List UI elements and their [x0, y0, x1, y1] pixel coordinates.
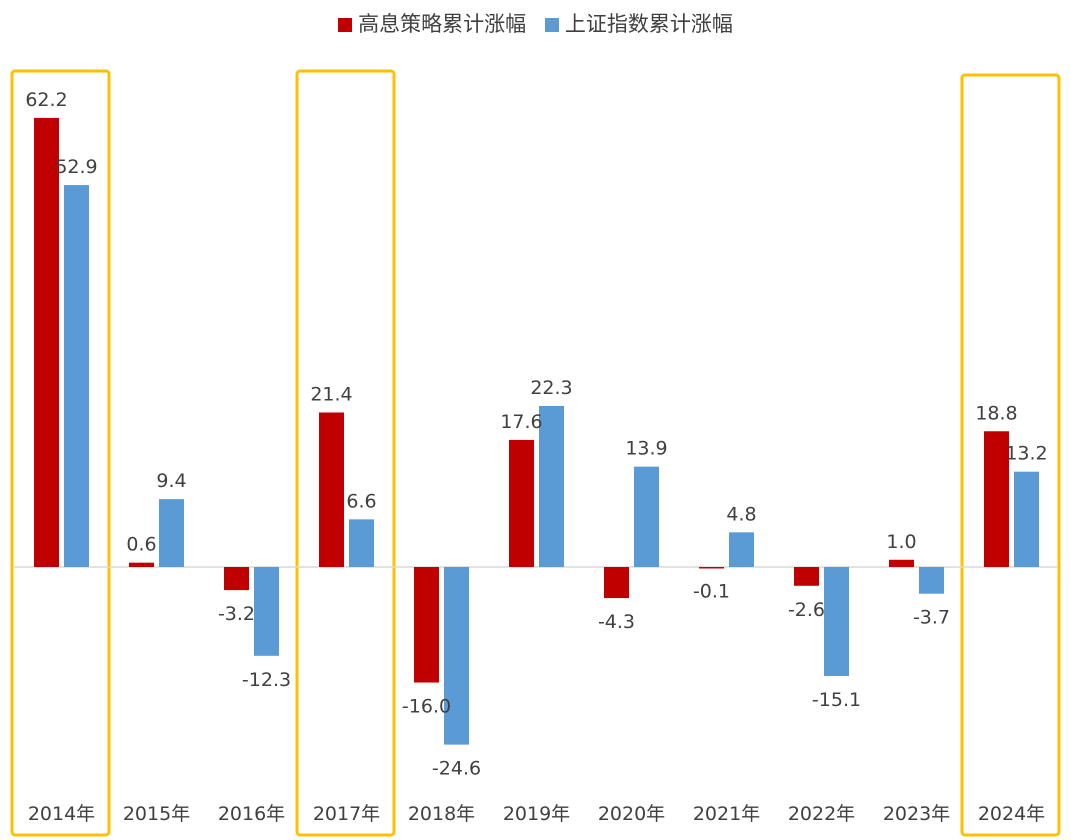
- highlight-box-2017年: [295, 69, 396, 837]
- bar-series-2-2020年: [634, 466, 659, 567]
- bar-series-2-2021年: [729, 532, 754, 567]
- highlight-box-2014年: [10, 69, 111, 837]
- x-tick-label-2022年: 2022年: [788, 803, 855, 825]
- x-tick-label-2016年: 2016年: [218, 803, 285, 825]
- data-label-series-2-2015年: 9.4: [156, 470, 186, 492]
- data-label-series-1-2016年: -3.2: [218, 603, 255, 625]
- bar-series-2-2018年: [444, 567, 469, 745]
- legend: 高息策略累计涨幅 上证指数累计涨幅: [0, 8, 1071, 38]
- data-label-series-2-2020年: 13.9: [625, 438, 667, 460]
- x-tick-label-2023年: 2023年: [883, 803, 950, 825]
- bar-series-1-2016年: [224, 567, 249, 591]
- legend-label-series-1: 高息策略累计涨幅: [358, 12, 527, 36]
- data-label-series-1-2017年: 21.4: [310, 383, 352, 405]
- bar-series-2-2023年: [919, 567, 944, 594]
- bar-series-1-2023年: [889, 559, 914, 567]
- data-label-series-2-2017年: 6.6: [346, 490, 376, 512]
- x-tick-label-2014年: 2014年: [28, 803, 95, 825]
- bar-series-1-2020年: [604, 567, 629, 599]
- bar-series-2-2015年: [159, 499, 184, 567]
- data-label-series-1-2021年: -0.1: [693, 581, 730, 603]
- x-tick-label-2021年: 2021年: [693, 803, 760, 825]
- data-label-series-1-2023年: 1.0: [886, 531, 916, 553]
- data-label-series-1-2019年: 17.6: [500, 411, 542, 433]
- data-label-series-2-2022年: -15.1: [812, 689, 861, 711]
- legend-item-series-1: 高息策略累计涨幅: [338, 8, 526, 38]
- bar-series-1-2022年: [794, 567, 819, 586]
- data-label-series-1-2014年: 62.2: [25, 89, 67, 111]
- data-label-series-1-2018年: -16.0: [402, 696, 451, 718]
- data-label-series-2-2019年: 22.3: [530, 377, 572, 399]
- legend-swatch-series-2: [544, 18, 559, 32]
- bar-series-2-2014年: [64, 185, 89, 567]
- data-label-series-2-2021年: 4.8: [726, 503, 756, 525]
- x-tick-label-2019年: 2019年: [503, 803, 570, 825]
- bar-series-1-2015年: [129, 562, 154, 567]
- data-label-series-1-2015年: 0.6: [126, 534, 156, 556]
- bar-series-2-2024年: [1014, 471, 1039, 567]
- data-label-series-2-2016年: -12.3: [242, 669, 291, 691]
- data-label-series-1-2022年: -2.6: [788, 599, 825, 621]
- bar-series-1-2021年: [699, 567, 724, 569]
- data-label-series-2-2018年: -24.6: [432, 758, 481, 780]
- data-label-series-2-2014年: 52.9: [55, 156, 97, 178]
- data-label-series-1-2024年: 18.8: [975, 402, 1017, 424]
- data-label-series-1-2020年: -4.3: [598, 611, 635, 633]
- x-tick-label-2018年: 2018年: [408, 803, 475, 825]
- x-tick-label-2024年: 2024年: [978, 803, 1045, 825]
- bar-series-1-2018年: [414, 567, 439, 683]
- bar-series-1-2014年: [34, 117, 59, 567]
- bar-series-1-2017年: [319, 412, 344, 567]
- data-label-series-2-2024年: 13.2: [1005, 443, 1047, 465]
- highlight-box-2024年: [960, 73, 1061, 837]
- bar-series-2-2022年: [824, 567, 849, 677]
- bar-series-2-2017年: [349, 519, 374, 567]
- legend-item-series-2: 上证指数累计涨幅: [544, 8, 733, 38]
- bar-series-1-2024年: [984, 431, 1009, 567]
- x-tick-label-2020年: 2020年: [598, 803, 665, 825]
- x-tick-label-2017年: 2017年: [313, 803, 380, 825]
- bar-series-2-2016年: [254, 567, 279, 656]
- legend-label-series-2: 上证指数累计涨幅: [564, 12, 733, 36]
- x-tick-label-2015年: 2015年: [123, 803, 190, 825]
- data-label-series-2-2023年: -3.7: [913, 607, 950, 629]
- bar-series-2-2019年: [539, 405, 564, 567]
- legend-swatch-series-1: [338, 18, 353, 32]
- bar-series-1-2019年: [509, 439, 534, 567]
